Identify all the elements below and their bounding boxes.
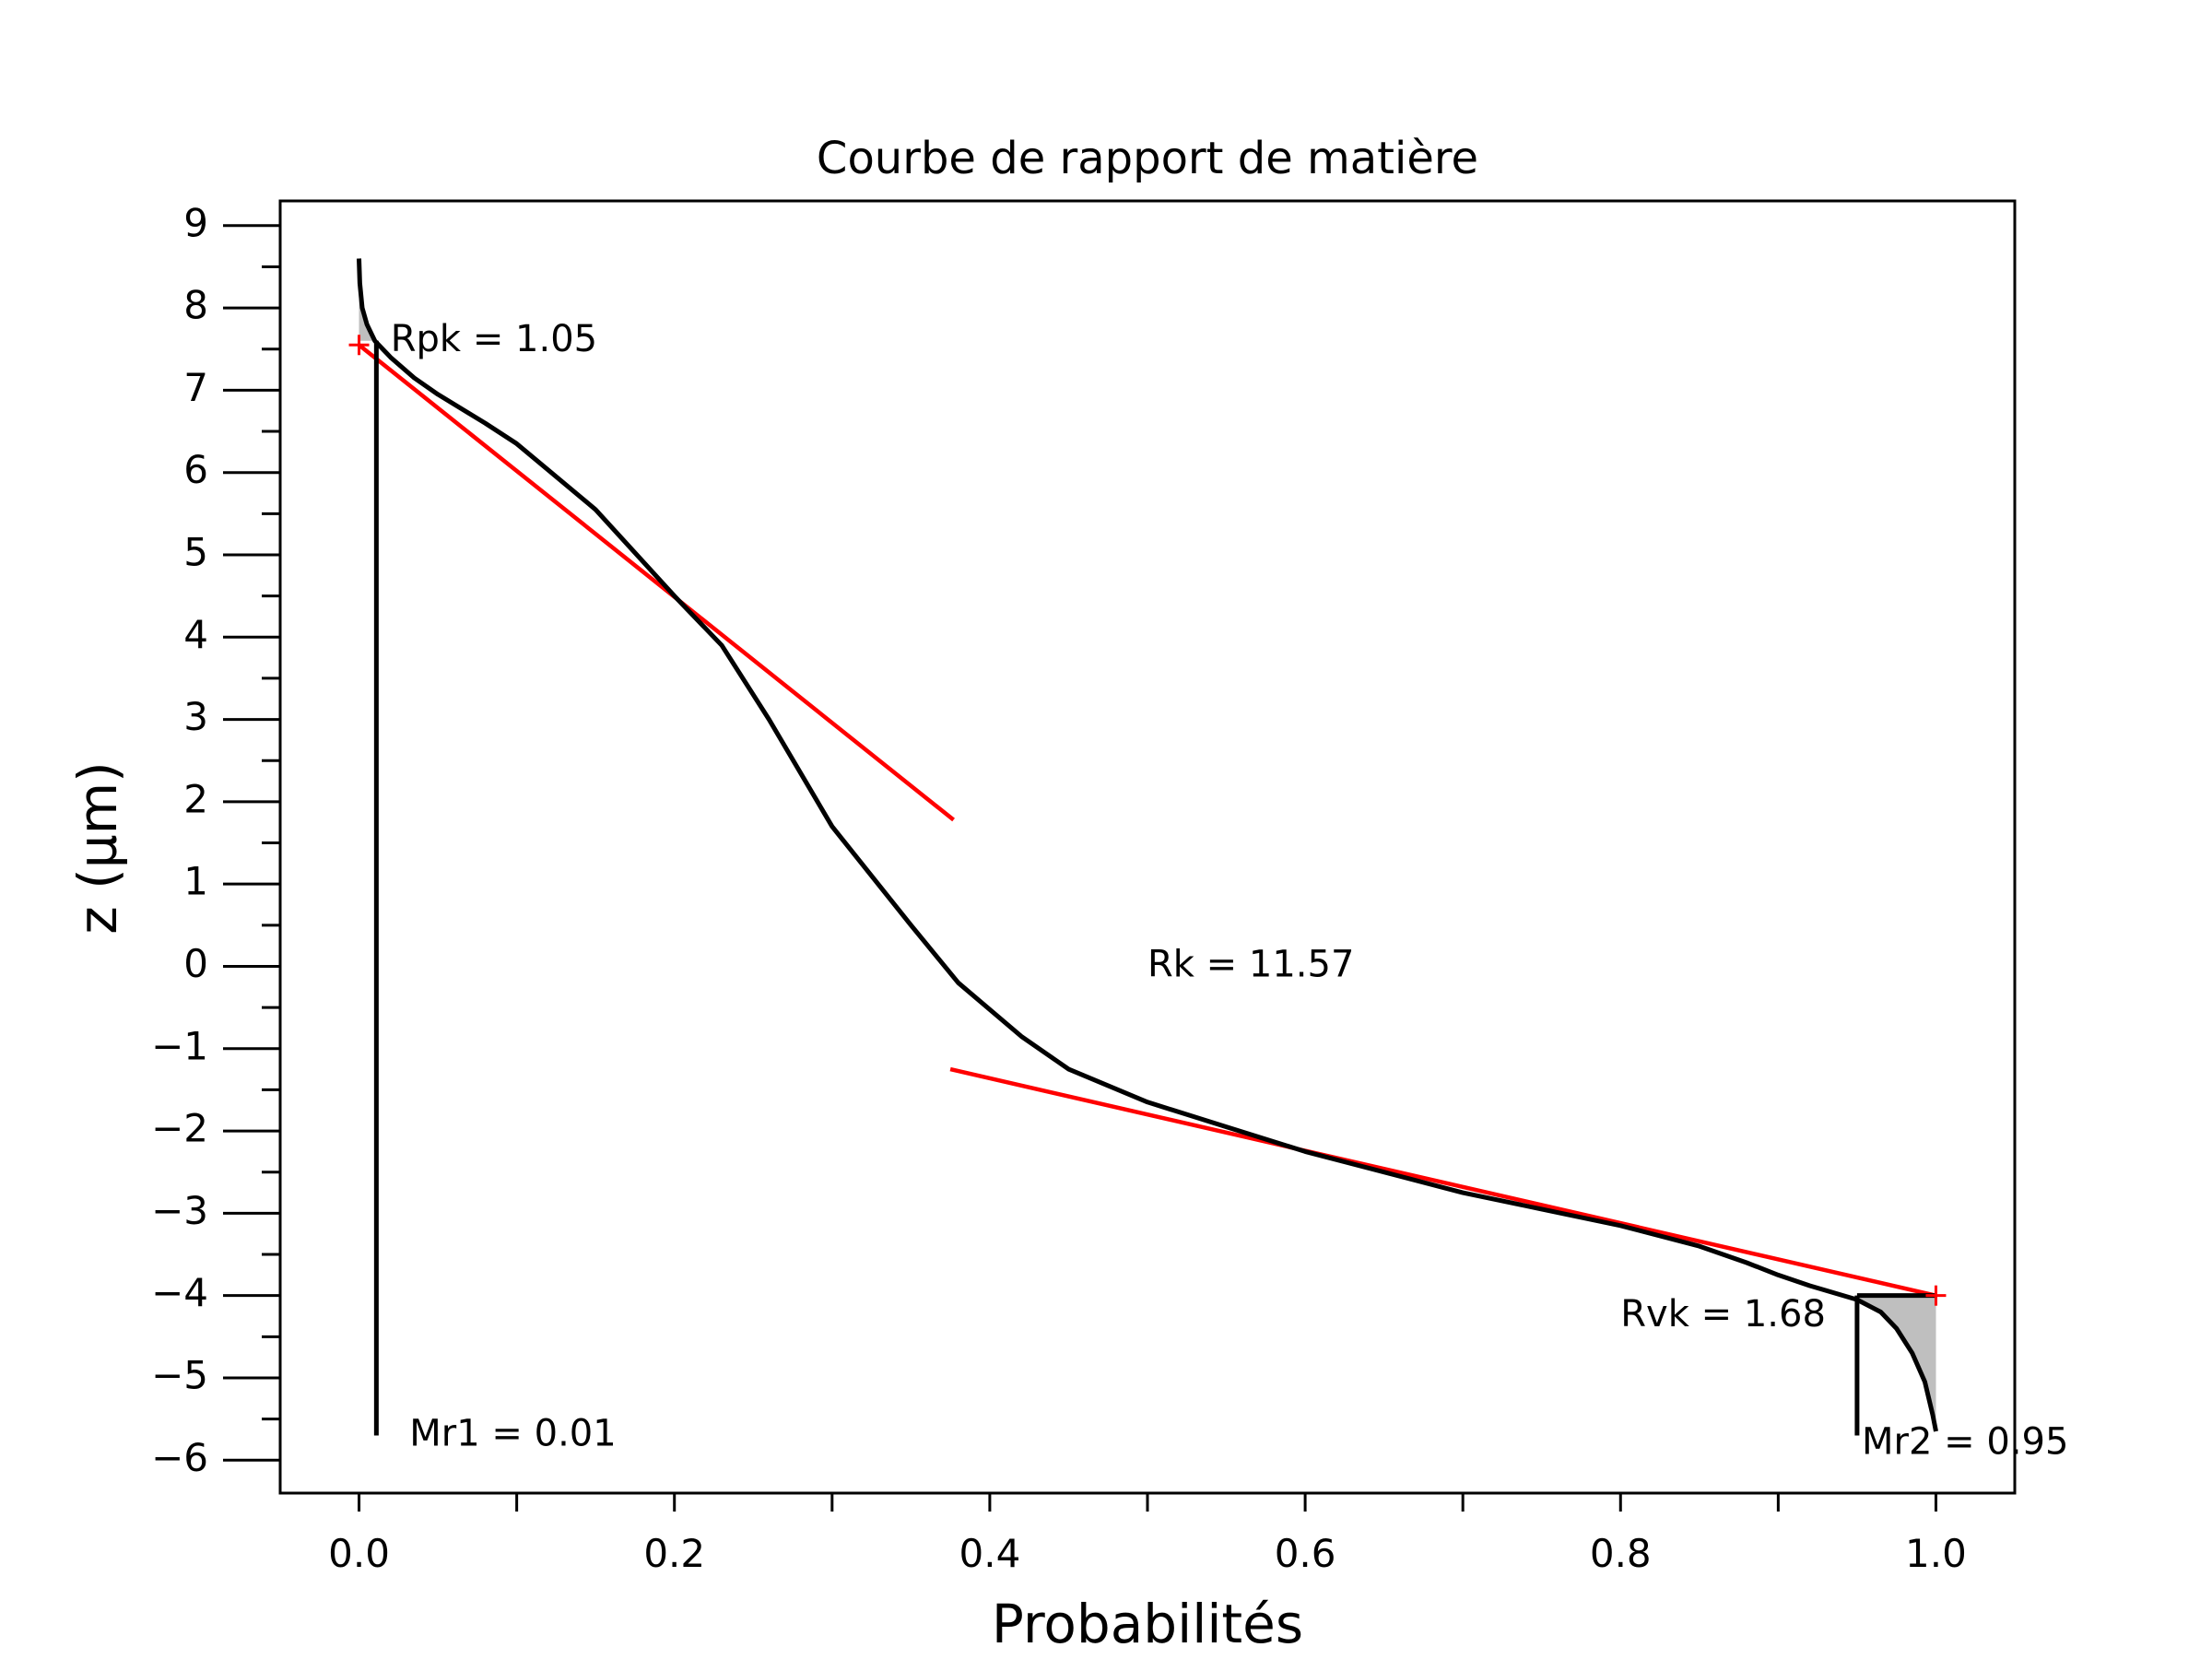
annotation-mr1: Mr1 = 0.01 (409, 1412, 616, 1454)
point-marker-2 (1925, 1285, 1947, 1306)
chart-title: Courbe de rapport de matière (817, 133, 1478, 184)
x-tick-label: 0.6 (1275, 1531, 1336, 1576)
shaded-region-1 (359, 258, 375, 341)
y-tick-label: −1 (151, 1023, 208, 1068)
y-tick-label: 0 (183, 941, 208, 986)
fit-line-upper (358, 343, 956, 822)
fit-lines (358, 343, 1937, 1298)
y-tick-label: −5 (151, 1352, 208, 1397)
y-tick-label: −3 (151, 1188, 208, 1233)
y-axis-label: z (µm) (66, 761, 129, 935)
x-tick-label: 0.0 (328, 1531, 390, 1576)
y-tick-label: 3 (183, 694, 208, 739)
shaded-regions (359, 258, 1936, 1431)
y-tick-label: −4 (151, 1270, 208, 1315)
y-tick-label: 5 (183, 529, 208, 574)
x-tick-label: 0.8 (1590, 1531, 1652, 1576)
y-tick-label: −2 (151, 1106, 208, 1151)
y-tick-label: 7 (183, 365, 208, 410)
y-tick-label: −6 (151, 1435, 208, 1480)
markers (348, 335, 1947, 1436)
annotation-rpk: Rpk = 1.05 (391, 318, 597, 360)
annotation-mr2: Mr2 = 0.95 (1862, 1420, 2068, 1463)
y-tick-label: 9 (183, 200, 208, 245)
x-tick-label: 0.4 (959, 1531, 1021, 1576)
y-tick-label: 6 (183, 447, 208, 492)
point-marker-1 (348, 335, 370, 356)
y-tick-label: 8 (183, 283, 208, 328)
y-tick-label: 4 (183, 612, 208, 657)
x-axis-ticks: 0.0 0.2 0.4 0.6 0.8 1.0 (328, 1493, 1967, 1576)
y-axis-ticks: 9 8 7 6 5 4 3 2 1 0 −1 −2 −3 −4 −5 −6 (151, 200, 280, 1480)
x-tick-label: 0.2 (643, 1531, 705, 1576)
annotation-rk: Rk = 11.57 (1147, 943, 1354, 985)
x-tick-label: 1.0 (1905, 1531, 1967, 1576)
y-tick-label: 2 (183, 776, 208, 821)
y-tick-label: 1 (183, 859, 208, 904)
shaded-region-2 (1856, 1295, 1936, 1431)
annotation-rvk: Rvk = 1.68 (1620, 1293, 1826, 1335)
fit-line-lower (949, 1066, 1937, 1298)
x-axis-label: Probabilités (992, 1593, 1303, 1655)
annotations: Rpk = 1.05 Rk = 11.57 Rvk = 1.68 Mr1 = 0.01… (391, 318, 2069, 1464)
